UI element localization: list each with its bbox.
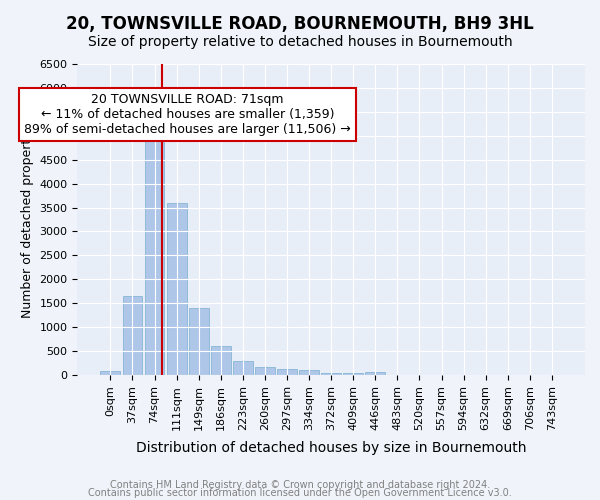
- Bar: [343, 374, 363, 375]
- Bar: [167, 203, 187, 375]
- Bar: [255, 368, 275, 375]
- Bar: [233, 360, 253, 375]
- Bar: [189, 308, 209, 375]
- Bar: [145, 132, 164, 375]
- Bar: [211, 346, 231, 375]
- Bar: [321, 372, 341, 375]
- Text: Contains public sector information licensed under the Open Government Licence v3: Contains public sector information licen…: [88, 488, 512, 498]
- Text: Size of property relative to detached houses in Bournemouth: Size of property relative to detached ho…: [88, 35, 512, 49]
- Bar: [100, 372, 120, 375]
- Y-axis label: Number of detached properties: Number of detached properties: [21, 121, 34, 318]
- Text: 20 TOWNSVILLE ROAD: 71sqm
← 11% of detached houses are smaller (1,359)
89% of se: 20 TOWNSVILLE ROAD: 71sqm ← 11% of detac…: [24, 92, 351, 136]
- Text: Contains HM Land Registry data © Crown copyright and database right 2024.: Contains HM Land Registry data © Crown c…: [110, 480, 490, 490]
- Text: 20, TOWNSVILLE ROAD, BOURNEMOUTH, BH9 3HL: 20, TOWNSVILLE ROAD, BOURNEMOUTH, BH9 3H…: [66, 15, 534, 33]
- Bar: [122, 296, 142, 375]
- X-axis label: Distribution of detached houses by size in Bournemouth: Distribution of detached houses by size …: [136, 441, 526, 455]
- Bar: [365, 372, 385, 375]
- Bar: [299, 370, 319, 375]
- Bar: [277, 369, 297, 375]
